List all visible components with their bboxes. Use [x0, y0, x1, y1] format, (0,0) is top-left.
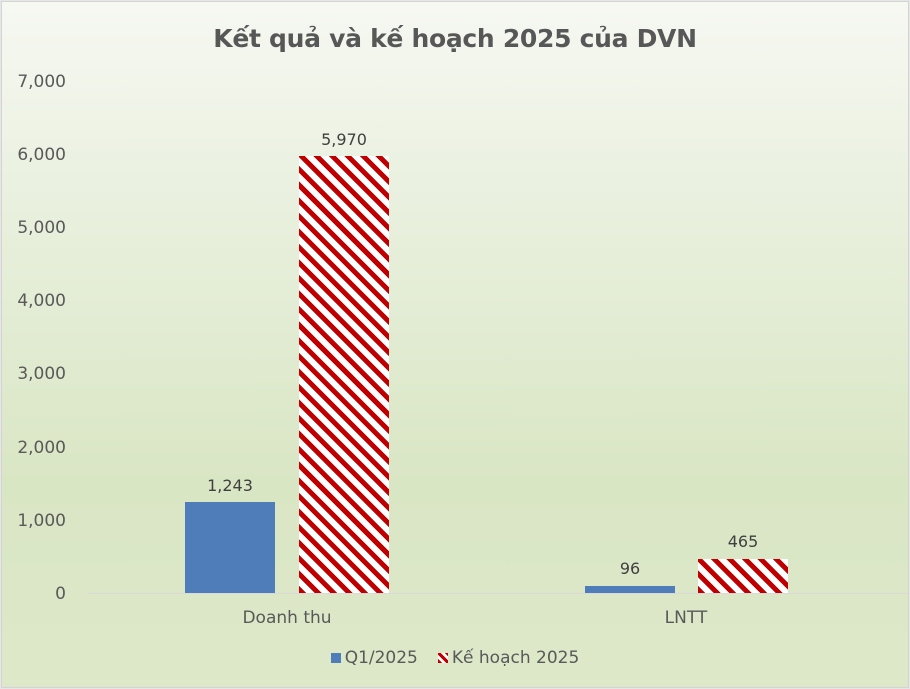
chart-title: Kết quả và kế hoạch 2025 của DVN — [213, 24, 697, 53]
legend-swatch-plan-icon — [437, 653, 448, 663]
bar-q1-lntt — [585, 586, 675, 593]
legend-swatch-q1-icon — [330, 653, 341, 663]
x-axis-line — [88, 593, 908, 594]
y-tick-0: 0 — [55, 584, 66, 604]
y-tick-5000: 5,000 — [17, 218, 66, 238]
x-label-doanh-thu: Doanh thu — [242, 608, 332, 628]
legend: Q1/2025 Kế hoạch 2025 — [2, 648, 908, 668]
data-label-q1-lntt: 96 — [619, 559, 641, 578]
legend-label-q1: Q1/2025 — [344, 648, 418, 668]
y-tick-1000: 1,000 — [17, 511, 66, 531]
y-tick-4000: 4,000 — [17, 291, 66, 311]
bar-plan-lntt — [698, 559, 788, 593]
y-tick-2000: 2,000 — [17, 438, 66, 458]
data-label-plan-lntt: 465 — [727, 532, 759, 551]
y-tick-6000: 6,000 — [17, 145, 66, 165]
legend-label-plan: Kế hoạch 2025 — [451, 648, 580, 668]
legend-item-q1: Q1/2025 — [330, 648, 418, 668]
legend-item-plan: Kế hoạch 2025 — [437, 648, 580, 668]
data-label-q1-doanh-thu: 1,243 — [207, 476, 253, 495]
y-tick-7000: 7,000 — [17, 72, 66, 92]
x-label-lntt: LNTT — [664, 608, 708, 628]
data-label-plan-doanh-thu: 5,970 — [321, 130, 367, 149]
bar-q1-doanh-thu — [185, 502, 275, 593]
y-tick-3000: 3,000 — [17, 364, 66, 384]
bar-plan-doanh-thu — [299, 156, 389, 593]
